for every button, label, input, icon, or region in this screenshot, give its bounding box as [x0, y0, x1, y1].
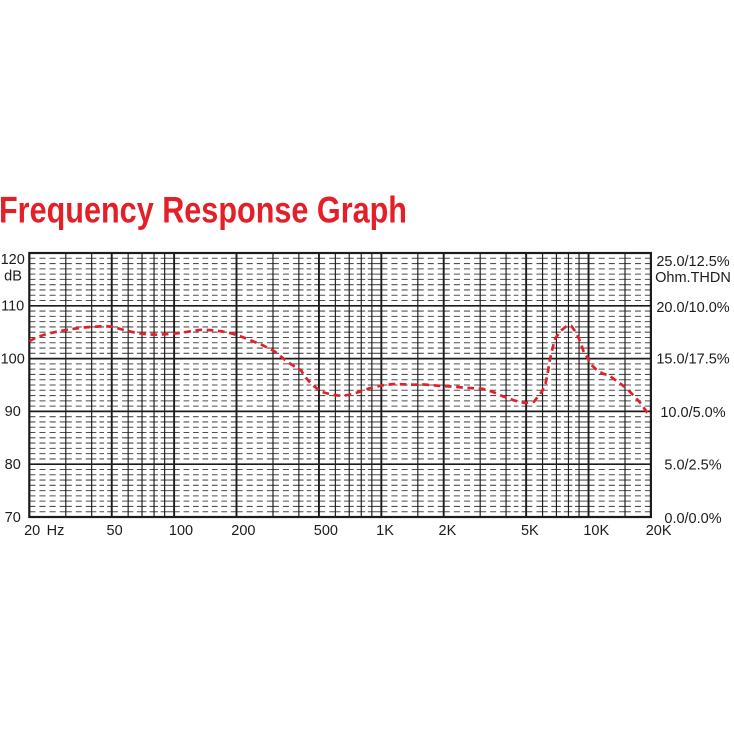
svg-text:100: 100 — [1, 351, 25, 367]
svg-text:1K: 1K — [376, 523, 394, 539]
svg-text:2K: 2K — [439, 523, 457, 539]
svg-text:dB: dB — [4, 268, 22, 284]
svg-text:Frequency Response Graph: Frequency Response Graph — [0, 190, 407, 231]
svg-text:70: 70 — [5, 510, 21, 526]
svg-text:500: 500 — [314, 523, 338, 539]
svg-text:5K: 5K — [521, 523, 539, 539]
svg-text:10.0/5.0%: 10.0/5.0% — [660, 405, 725, 421]
svg-text:20.0/10.0%: 20.0/10.0% — [656, 300, 729, 316]
svg-text:5.0/2.5%: 5.0/2.5% — [664, 457, 721, 473]
svg-text:10K: 10K — [583, 523, 609, 539]
svg-text:90: 90 — [5, 404, 21, 420]
svg-text:110: 110 — [1, 299, 24, 315]
svg-text:20: 20 — [24, 523, 40, 539]
svg-text:80: 80 — [5, 457, 21, 473]
svg-text:Hz: Hz — [47, 523, 65, 539]
svg-text:Ohm.THDN: Ohm.THDN — [655, 270, 731, 286]
svg-text:200: 200 — [231, 523, 255, 539]
svg-text:20K: 20K — [646, 523, 672, 539]
svg-text:120: 120 — [1, 252, 25, 268]
svg-text:0.0/0.0%: 0.0/0.0% — [664, 511, 721, 527]
svg-text:50: 50 — [107, 523, 123, 539]
svg-text:15.0/17.5%: 15.0/17.5% — [656, 351, 729, 367]
svg-text:100: 100 — [169, 523, 193, 539]
svg-text:25.0/12.5%: 25.0/12.5% — [656, 254, 729, 270]
